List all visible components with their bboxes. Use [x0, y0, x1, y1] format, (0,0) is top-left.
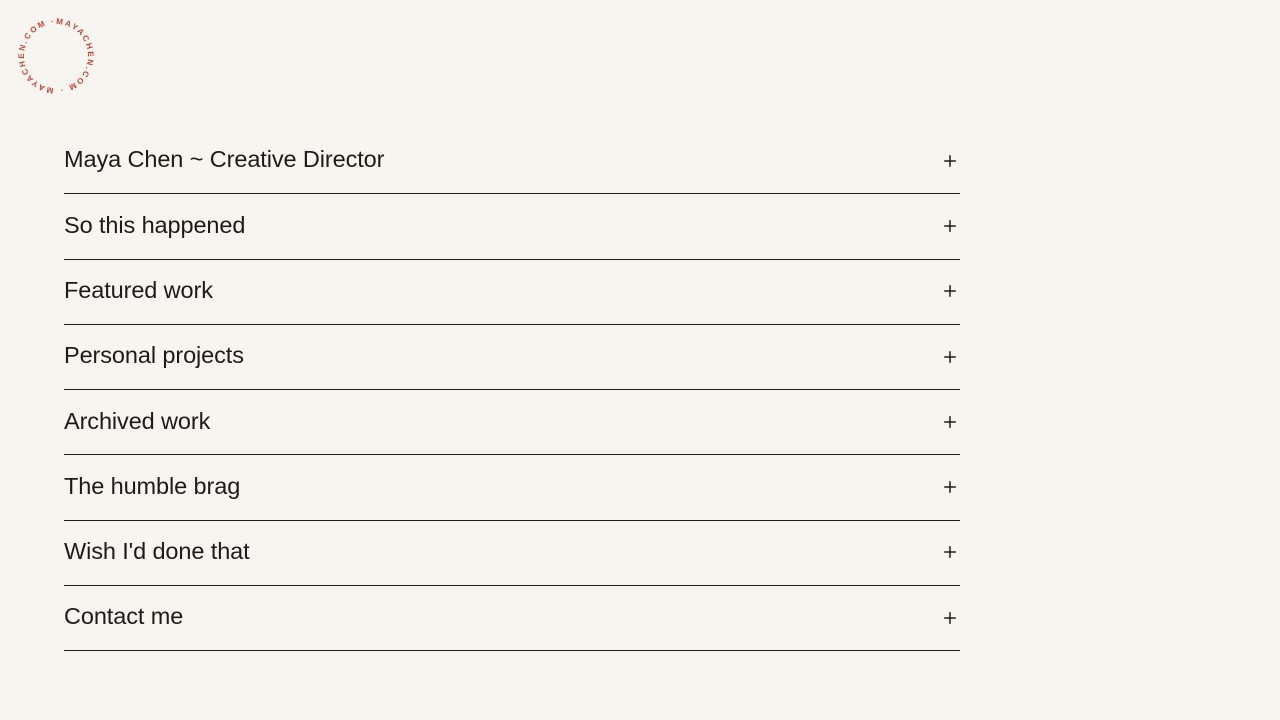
accordion-item-label: Featured work: [64, 276, 213, 303]
plus-icon[interactable]: [940, 477, 960, 497]
accordion-item-label: The humble brag: [64, 472, 241, 499]
accordion-item-label: So this happened: [64, 211, 246, 238]
plus-icon[interactable]: [940, 216, 960, 236]
accordion-item-archived-work[interactable]: Archived work: [64, 390, 960, 456]
plus-icon[interactable]: [940, 412, 960, 432]
plus-icon[interactable]: [940, 542, 960, 562]
plus-icon[interactable]: [940, 151, 960, 171]
accordion-item-personal-projects[interactable]: Personal projects: [64, 325, 960, 391]
logo-ring-text: MAYACHEN.COM · MAYACHEN.COM ·: [17, 17, 95, 95]
plus-icon[interactable]: [940, 608, 960, 628]
accordion-item-label: Contact me: [64, 603, 184, 630]
accordion-item-label: Personal projects: [64, 342, 244, 369]
accordion-item-wish-id-done-that[interactable]: Wish I'd done that: [64, 521, 960, 587]
accordion-item-featured-work[interactable]: Featured work: [64, 260, 960, 325]
accordion-item-the-humble-brag[interactable]: The humble brag: [64, 455, 960, 521]
accordion-item-contact-me[interactable]: Contact me: [64, 586, 960, 652]
accordion-list: Maya Chen ~ Creative Director So this ha…: [64, 129, 960, 652]
accordion-item-label: Archived work: [64, 407, 211, 434]
accordion-item-so-this-happened[interactable]: So this happened: [64, 194, 960, 260]
accordion-item-label: Maya Chen ~ Creative Director: [64, 146, 385, 173]
plus-icon[interactable]: [940, 347, 960, 367]
accordion-item-label: Wish I'd done that: [64, 538, 250, 565]
accordion-item-maya-chen-creative-director[interactable]: Maya Chen ~ Creative Director: [64, 129, 960, 195]
plus-icon[interactable]: [940, 281, 960, 301]
logo[interactable]: MAYACHEN.COM · MAYACHEN.COM ·: [12, 12, 100, 100]
